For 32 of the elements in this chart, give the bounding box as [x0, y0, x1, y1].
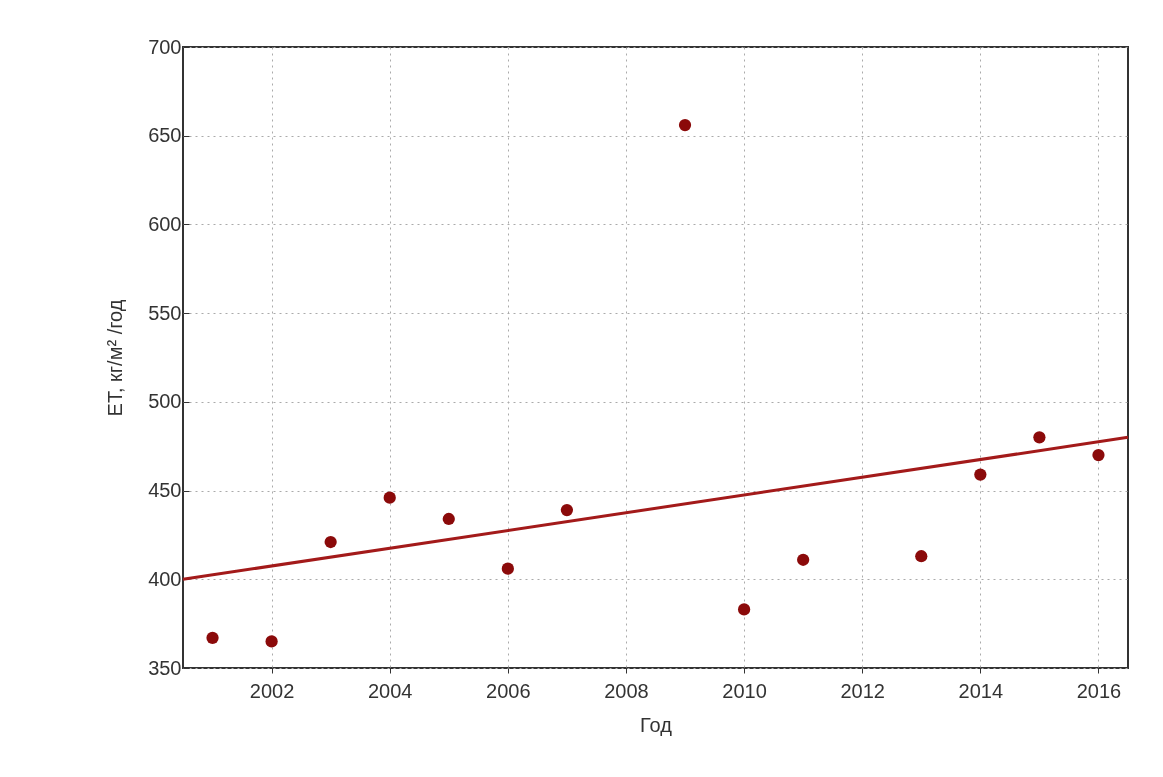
point — [737, 603, 751, 616]
x-tick-label: 2008 — [604, 679, 649, 702]
x-tick-label: 2010 — [722, 679, 767, 702]
point — [797, 553, 810, 566]
y-tick-label: 450 — [148, 479, 182, 502]
point — [915, 550, 928, 563]
point — [1092, 448, 1105, 462]
point — [1033, 431, 1046, 444]
y-tick-label: 400 — [148, 567, 182, 590]
x-tick-label: 2004 — [367, 679, 413, 702]
point — [265, 635, 278, 648]
point — [383, 491, 396, 504]
y-tick-label: 350 — [148, 656, 182, 679]
x-tick-label: 2002 — [249, 679, 295, 702]
x-tick-label: 2012 — [840, 679, 885, 702]
point — [206, 631, 219, 644]
y-axis-title: ET, кг/м² /год — [104, 299, 127, 417]
point — [678, 118, 692, 132]
x-tick-label: 2006 — [486, 679, 531, 702]
y-tick-label: 550 — [148, 301, 182, 324]
point — [501, 562, 514, 575]
y-tick-label: 700 — [148, 35, 182, 58]
point — [442, 512, 455, 526]
x-axis-title: Год — [640, 713, 673, 736]
x-tick-label: 2016 — [1076, 679, 1122, 702]
point — [560, 503, 574, 517]
y-tick-label: 500 — [148, 390, 182, 413]
y-tick-label: 600 — [148, 212, 182, 235]
point — [974, 468, 987, 481]
x-tick-label: 2014 — [958, 679, 1004, 702]
point — [324, 535, 337, 549]
y-tick-label: 650 — [148, 124, 182, 147]
